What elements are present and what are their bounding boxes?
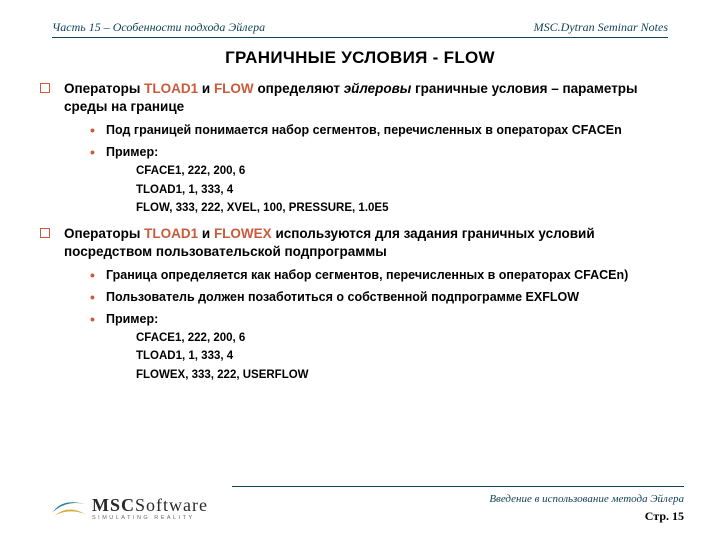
header-left: Часть 15 – Особенности подхода Эйлера <box>52 20 265 35</box>
keyword: TLOAD1 <box>144 81 198 96</box>
code-block: CFACE1, 222, 200, 6 TLOAD1, 1, 333, 4 FL… <box>106 164 684 217</box>
code-line: FLOWEX, 333, 222, USERFLOW <box>136 368 684 384</box>
code-line: FLOW, 333, 222, XVEL, 100, PRESSURE, 1.0… <box>136 201 684 217</box>
sub-bullet-item: Пример: CFACE1, 222, 200, 6 TLOAD1, 1, 3… <box>90 311 684 383</box>
square-bullet-icon <box>40 83 50 93</box>
logo-text-msc: MSC <box>92 495 135 515</box>
sub-bullet-text: Под границей понимается набор сегментов,… <box>106 123 622 137</box>
sub-bullet-item: Под границей понимается набор сегментов,… <box>90 122 684 139</box>
footer-note: Введение в использование метода Эйлера <box>489 493 684 505</box>
page-number: Стр. 15 <box>489 509 684 524</box>
bullet-text: и <box>198 81 214 96</box>
sub-bullet-list: Граница определяется как набор сегментов… <box>64 267 684 383</box>
sub-bullet-text: Пример: <box>106 312 158 326</box>
swoosh-icon <box>52 494 86 524</box>
sub-bullet-text: Пользователь должен позаботиться о собст… <box>106 290 579 304</box>
msc-software-logo: MSCSoftware SIMULATING REALITY <box>52 494 208 524</box>
bullet-text: и <box>198 226 214 241</box>
bullet-text: определяют <box>254 81 344 96</box>
sub-bullet-item: Пример: CFACE1, 222, 200, 6 TLOAD1, 1, 3… <box>90 144 684 216</box>
bullet-list: Операторы TLOAD1 и FLOW определяют эйлер… <box>36 80 684 383</box>
square-bullet-icon <box>40 228 50 238</box>
sub-bullet-item: Граница определяется как набор сегментов… <box>90 267 684 284</box>
document-footer: MSCSoftware SIMULATING REALITY Введение … <box>52 486 684 524</box>
bullet-text: Операторы <box>64 81 144 96</box>
keyword: FLOWEX <box>214 226 272 241</box>
sub-bullet-list: Под границей понимается набор сегментов,… <box>64 122 684 216</box>
sub-bullet-text: Граница определяется как набор сегментов… <box>106 268 628 282</box>
logo-tagline: SIMULATING REALITY <box>92 516 208 522</box>
page-title: ГРАНИЧНЫЕ УСЛОВИЯ - FLOW <box>36 48 684 68</box>
code-line: TLOAD1, 1, 333, 4 <box>136 183 684 199</box>
bullet-item: Операторы TLOAD1 и FLOW определяют эйлер… <box>40 80 684 217</box>
logo-text-software: Software <box>135 495 208 515</box>
bullet-item: Операторы TLOAD1 и FLOWEX используются д… <box>40 225 684 384</box>
bullet-text: Операторы <box>64 226 144 241</box>
footer-rule <box>232 486 684 487</box>
keyword: FLOW <box>214 81 254 96</box>
emphasis: эйлеровы <box>344 81 412 96</box>
code-block: CFACE1, 222, 200, 6 TLOAD1, 1, 333, 4 FL… <box>106 331 684 384</box>
code-line: TLOAD1, 1, 333, 4 <box>136 349 684 365</box>
sub-bullet-item: Пользователь должен позаботиться о собст… <box>90 289 684 306</box>
code-line: CFACE1, 222, 200, 6 <box>136 164 684 180</box>
document-header: Часть 15 – Особенности подхода Эйлера MS… <box>52 20 668 38</box>
keyword: TLOAD1 <box>144 226 198 241</box>
code-line: CFACE1, 222, 200, 6 <box>136 331 684 347</box>
sub-bullet-text: Пример: <box>106 145 158 159</box>
header-right: MSC.Dytran Seminar Notes <box>534 20 668 35</box>
